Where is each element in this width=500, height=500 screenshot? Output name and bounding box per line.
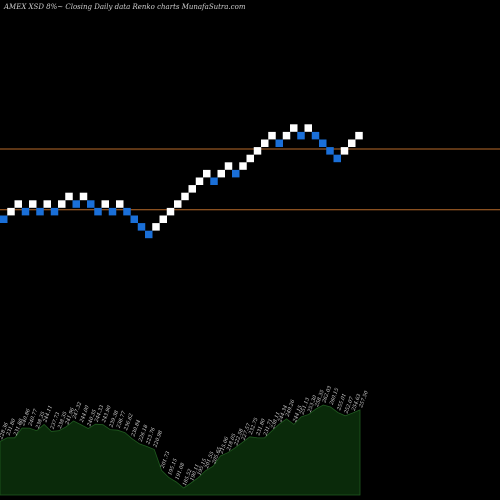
renko-bricks: [0, 124, 363, 239]
renko-brick: [188, 185, 196, 193]
renko-brick: [246, 154, 254, 163]
renko-brick: [58, 200, 66, 208]
renko-brick: [348, 139, 356, 147]
renko-brick: [304, 124, 312, 132]
chart-caption: AMEX XSD 8%~ Closing Daily data Renko ch…: [3, 3, 246, 11]
reference-lines: [0, 148, 500, 211]
renko-brick: [217, 169, 225, 178]
renko-brick: [14, 200, 22, 208]
price-label: 222.58: [233, 428, 245, 447]
renko-brick: [159, 215, 167, 223]
renko-brick: [181, 192, 189, 201]
price-label: 231.71: [262, 418, 274, 437]
renko-brick: [36, 207, 44, 216]
price-label: 244.34: [277, 404, 289, 423]
price-label: 262.03: [321, 385, 333, 404]
price-area-path: [0, 404, 361, 496]
price-label: 218.05: [226, 433, 238, 452]
renko-brick: [87, 200, 95, 208]
renko-brick: [319, 139, 327, 147]
price-label: 247.32: [71, 401, 83, 420]
renko-brick: [108, 207, 117, 216]
price-label: 254.63: [351, 393, 363, 412]
renko-brick: [195, 177, 204, 185]
renko-brick: [166, 207, 175, 216]
renko-brick: [101, 200, 109, 208]
renko-brick: [79, 192, 88, 201]
price-label: 228.36: [0, 421, 10, 441]
price-label: 244.15: [292, 405, 304, 424]
renko-brick: [123, 207, 131, 216]
renko-brick: [152, 223, 160, 231]
price-label: 260.15: [329, 387, 341, 406]
price-label: 240.35: [86, 409, 98, 428]
price-label: 236.62: [123, 413, 135, 432]
price-label: 205.65: [211, 446, 223, 465]
renko-brick: [210, 177, 218, 185]
price-label: 255.01: [336, 393, 348, 412]
renko-brick: [94, 207, 102, 216]
renko-brick: [65, 192, 73, 201]
price-label: 244.11: [42, 405, 54, 424]
renko-brick: [261, 139, 269, 147]
renko-brick: [29, 200, 37, 208]
price-label: 232.75: [248, 417, 260, 436]
price-label: 226.18: [137, 424, 149, 443]
price-label: 244.33: [93, 404, 105, 423]
renko-brick: [355, 131, 363, 140]
renko-brick: [253, 147, 262, 155]
price-label: 195.15: [197, 458, 209, 476]
price-label: 251.13: [299, 397, 311, 416]
price-label: 237.73: [49, 412, 61, 431]
price-label: 239.38: [108, 410, 120, 429]
renko-brick: [282, 131, 291, 140]
renko-brick: [72, 200, 80, 208]
renko-brick: [0, 215, 8, 223]
price-label: 191.08: [175, 462, 187, 480]
renko-brick: [130, 215, 138, 223]
renko-brick: [43, 200, 51, 208]
renko-brick: [137, 223, 146, 231]
price-label: 185.52: [182, 468, 194, 486]
renko-brick: [311, 131, 320, 140]
renko-brick: [224, 162, 233, 170]
renko-brick: [268, 131, 276, 140]
price-area: [0, 404, 361, 496]
renko-brick: [290, 124, 298, 132]
price-label: 201.73: [160, 451, 172, 470]
price-label: 238.35: [35, 411, 47, 430]
price-label: 230.84: [130, 419, 142, 438]
renko-brick: [239, 162, 247, 170]
price-label: 190.11: [189, 463, 201, 481]
renko-brick: [50, 207, 59, 216]
price-label: 201.55: [204, 451, 216, 470]
renko-brick: [275, 139, 283, 147]
renko-brick: [145, 230, 153, 239]
renko-brick: [21, 207, 30, 216]
renko-brick: [333, 154, 341, 163]
renko-brick: [340, 147, 349, 155]
renko-brick: [116, 200, 124, 208]
renko-brick: [7, 207, 15, 216]
renko-brick: [174, 200, 182, 208]
price-label: 238.35: [57, 411, 69, 430]
price-label: 195.15: [167, 458, 179, 476]
renko-brick: [326, 147, 334, 155]
price-label: 238.11: [270, 411, 282, 430]
price-label: 258.35: [314, 389, 326, 408]
renko-brick: [232, 169, 240, 178]
renko-brick: [297, 131, 305, 140]
renko-brick: [203, 169, 211, 178]
price-label: 220.98: [152, 430, 164, 449]
